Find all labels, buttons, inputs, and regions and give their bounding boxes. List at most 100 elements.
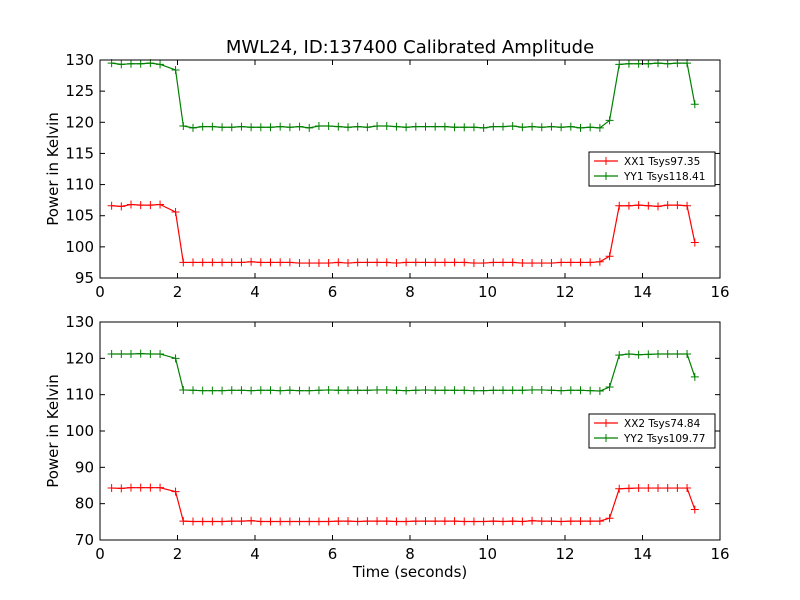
panel-1-series-1-point bbox=[450, 258, 459, 267]
panel-2-series-2-point bbox=[295, 386, 304, 395]
panel-2-series-2-point bbox=[654, 349, 662, 358]
panel-1-series-1-point bbox=[566, 258, 575, 267]
panel-1-series-1-point bbox=[576, 258, 585, 267]
panel-2-series-2-point bbox=[344, 386, 352, 395]
panel-2-series-1-point bbox=[499, 517, 507, 526]
panel-2-series-1-point bbox=[460, 517, 469, 526]
panel-2-series-1-point bbox=[547, 517, 556, 526]
panel-1-series-2-point bbox=[508, 122, 517, 131]
panel-1-series-1-point bbox=[402, 258, 411, 267]
panel-2-series-2-point bbox=[634, 350, 643, 359]
panel-1-series-1-point bbox=[189, 258, 197, 267]
panel-1-series-2-point bbox=[690, 100, 699, 109]
panel-1-x-tick-label: 4 bbox=[250, 283, 260, 301]
panel-2-series-1-point bbox=[479, 517, 488, 526]
panel-2-series-2-point bbox=[479, 386, 488, 395]
panel-1-x-tick-label: 6 bbox=[328, 283, 338, 301]
panel-2-series-2-point bbox=[440, 386, 449, 395]
panel-1-series-1-point bbox=[117, 202, 126, 211]
panel-1-x-tick-label: 12 bbox=[555, 283, 574, 301]
panel-1-x-tick-label: 2 bbox=[173, 283, 183, 301]
panel-1-series-1-point bbox=[586, 258, 595, 267]
panel-1-series-2-point bbox=[392, 122, 401, 131]
panel-1-series-1-point bbox=[353, 258, 362, 267]
panel-2-x-tick-label: 8 bbox=[405, 545, 415, 563]
panel-2-series-1-point bbox=[227, 517, 236, 526]
panel-1-series-1-point bbox=[373, 258, 382, 267]
panel-2-x-tick-label: 14 bbox=[633, 545, 652, 563]
panel-2-series-1-point bbox=[392, 517, 401, 526]
panel-2-series-2-point bbox=[421, 385, 430, 394]
panel-1-series-2-point bbox=[489, 122, 498, 131]
panel-2-series-1-point bbox=[136, 483, 145, 492]
panel-2-series-2-point bbox=[127, 349, 135, 358]
panel-1-series-1-point bbox=[440, 258, 449, 267]
panel-2-series-1-point bbox=[489, 517, 498, 526]
panel-2-series-1-point bbox=[208, 517, 217, 526]
panel-2-series-2-point bbox=[314, 386, 323, 395]
panel-1-series-2-point bbox=[663, 59, 672, 68]
panel-2-x-axis-label: Time (seconds) bbox=[352, 563, 468, 581]
panel-1-series-2-point bbox=[208, 122, 217, 131]
panel-1-series-1-point bbox=[469, 259, 478, 268]
panel-1-series-2-point bbox=[127, 59, 135, 68]
panel-1-series-2-point bbox=[189, 123, 197, 132]
panel-1-series-1-point bbox=[392, 259, 401, 268]
panel-2-series-1-point bbox=[663, 484, 672, 493]
panel-2-series-2-point bbox=[156, 349, 165, 358]
panel-2-series-2-point bbox=[663, 349, 672, 358]
panel-1-series-2-point bbox=[566, 122, 575, 131]
panel-2-series-2-point bbox=[146, 349, 155, 358]
panel-1-series-2-point bbox=[431, 122, 440, 131]
panel-2-series-2-point bbox=[373, 385, 382, 394]
panel-1-legend-label: YY1 Tsys118.41 bbox=[623, 171, 705, 183]
panel-1-y-tick-label: 110 bbox=[65, 176, 94, 194]
panel-1-series-2-point bbox=[198, 122, 207, 131]
panel-2-series-1-point bbox=[156, 483, 165, 492]
panel-2-x-tick-label: 4 bbox=[250, 545, 260, 563]
panel-2-series-2-point bbox=[382, 385, 391, 394]
panel-1-series-1-point bbox=[363, 258, 372, 267]
panel-2-series-1-point bbox=[421, 517, 430, 526]
panel-2-series-2-point bbox=[256, 386, 265, 395]
panel-2-series-2-point bbox=[508, 386, 517, 395]
panel-1-series-2-point bbox=[324, 122, 333, 131]
panel-1-series-2-point bbox=[136, 59, 145, 68]
panel-1-y-tick-label: 105 bbox=[65, 207, 94, 225]
panel-1-series-2-point bbox=[411, 122, 420, 131]
panel-2-series-1-point bbox=[189, 517, 197, 526]
panel-1-series-2-point bbox=[644, 59, 653, 68]
panel-1-series-1-point bbox=[499, 258, 507, 267]
panel-2-series-2-point bbox=[690, 372, 699, 381]
panel-2-series-1-point bbox=[382, 517, 391, 526]
panel-2-series-2-point bbox=[644, 350, 653, 359]
panel-1-series-2-point bbox=[440, 122, 449, 131]
panel-1-series-2-point bbox=[314, 122, 323, 131]
panel-1-series-2-point bbox=[557, 123, 566, 132]
panel-1-series-1-point bbox=[605, 252, 614, 261]
panel-2-legend-label: XX2 Tsys74.84 bbox=[624, 418, 701, 430]
panel-1-y-tick-label: 115 bbox=[65, 144, 94, 162]
panel-2-series-1-point bbox=[218, 517, 227, 526]
panel-2-series-1-point bbox=[107, 484, 116, 493]
panel-1-series-2-point bbox=[576, 123, 585, 132]
panel-2-series-1-point bbox=[179, 517, 188, 526]
panel-2-series-2-point bbox=[179, 385, 188, 394]
panel-1-series-1-point bbox=[136, 201, 145, 210]
panel-1-series-2-point bbox=[528, 122, 537, 131]
panel-2-series-1-point bbox=[673, 484, 682, 493]
panel-1-x-tick-label: 0 bbox=[95, 283, 105, 301]
panel-1-x-tick-label: 16 bbox=[710, 283, 729, 301]
panel-2-series-2-point bbox=[208, 386, 217, 395]
panel-2-series-2-point bbox=[285, 386, 294, 395]
panel-2-series-2-point bbox=[489, 386, 498, 395]
panel-2-series-1-point bbox=[440, 517, 449, 526]
panel-2-series-2-point bbox=[566, 386, 575, 395]
panel-2-series-2-point bbox=[450, 386, 459, 395]
panel-1-series-1-point bbox=[644, 201, 653, 210]
panel-2-series-1-point bbox=[634, 484, 643, 493]
panel-2-series-2-point bbox=[237, 386, 246, 395]
panel-2-series-1-point bbox=[557, 517, 566, 526]
panel-1-series-1-point bbox=[127, 200, 135, 209]
panel-1-series-1-point bbox=[489, 258, 498, 267]
